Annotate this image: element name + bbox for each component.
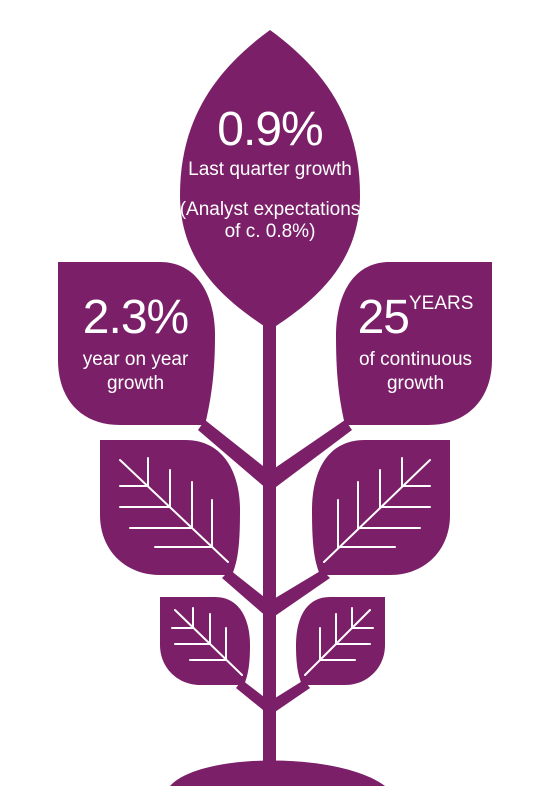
- right-leaf-label-line2: growth: [386, 373, 445, 394]
- low-left-branch: [236, 680, 268, 714]
- mid-left-leaf-veins: [119, 457, 229, 563]
- top-leaf: [180, 30, 360, 330]
- left-leaf-stat: 2.3%: [82, 291, 189, 344]
- low-right-branch: [272, 680, 310, 714]
- right-leaf-stat-number: 25: [357, 291, 410, 344]
- mid-left-branch: [222, 570, 268, 618]
- mid-right-branch: [272, 570, 330, 618]
- upper-left-branch: [198, 420, 268, 490]
- top-leaf-note-line2: of c. 0.8%): [224, 221, 316, 242]
- ground-mound: [170, 760, 385, 786]
- upper-right-leaf: [336, 262, 492, 425]
- top-leaf-label: Last quarter growth: [188, 159, 352, 180]
- right-leaf-label-line1: of continuous: [358, 349, 473, 370]
- low-left-leaf: [160, 597, 250, 685]
- upper-left-leaf: [58, 262, 215, 425]
- left-leaf-label-line1: year on year: [82, 349, 189, 370]
- low-left-leaf-veins: [171, 607, 243, 676]
- left-leaf-label-line2: growth: [106, 373, 165, 394]
- low-right-leaf-veins: [304, 607, 374, 676]
- main-stem: [263, 290, 276, 770]
- upper-right-branch: [272, 420, 352, 490]
- top-leaf-note-line1: (Analyst expectations: [179, 199, 361, 220]
- right-leaf-stat: 25YEARS: [338, 291, 493, 345]
- mid-right-leaf-veins: [323, 457, 431, 563]
- top-leaf-stat: 0.9%: [217, 103, 323, 156]
- right-leaf-stat-suffix: YEARS: [408, 293, 474, 314]
